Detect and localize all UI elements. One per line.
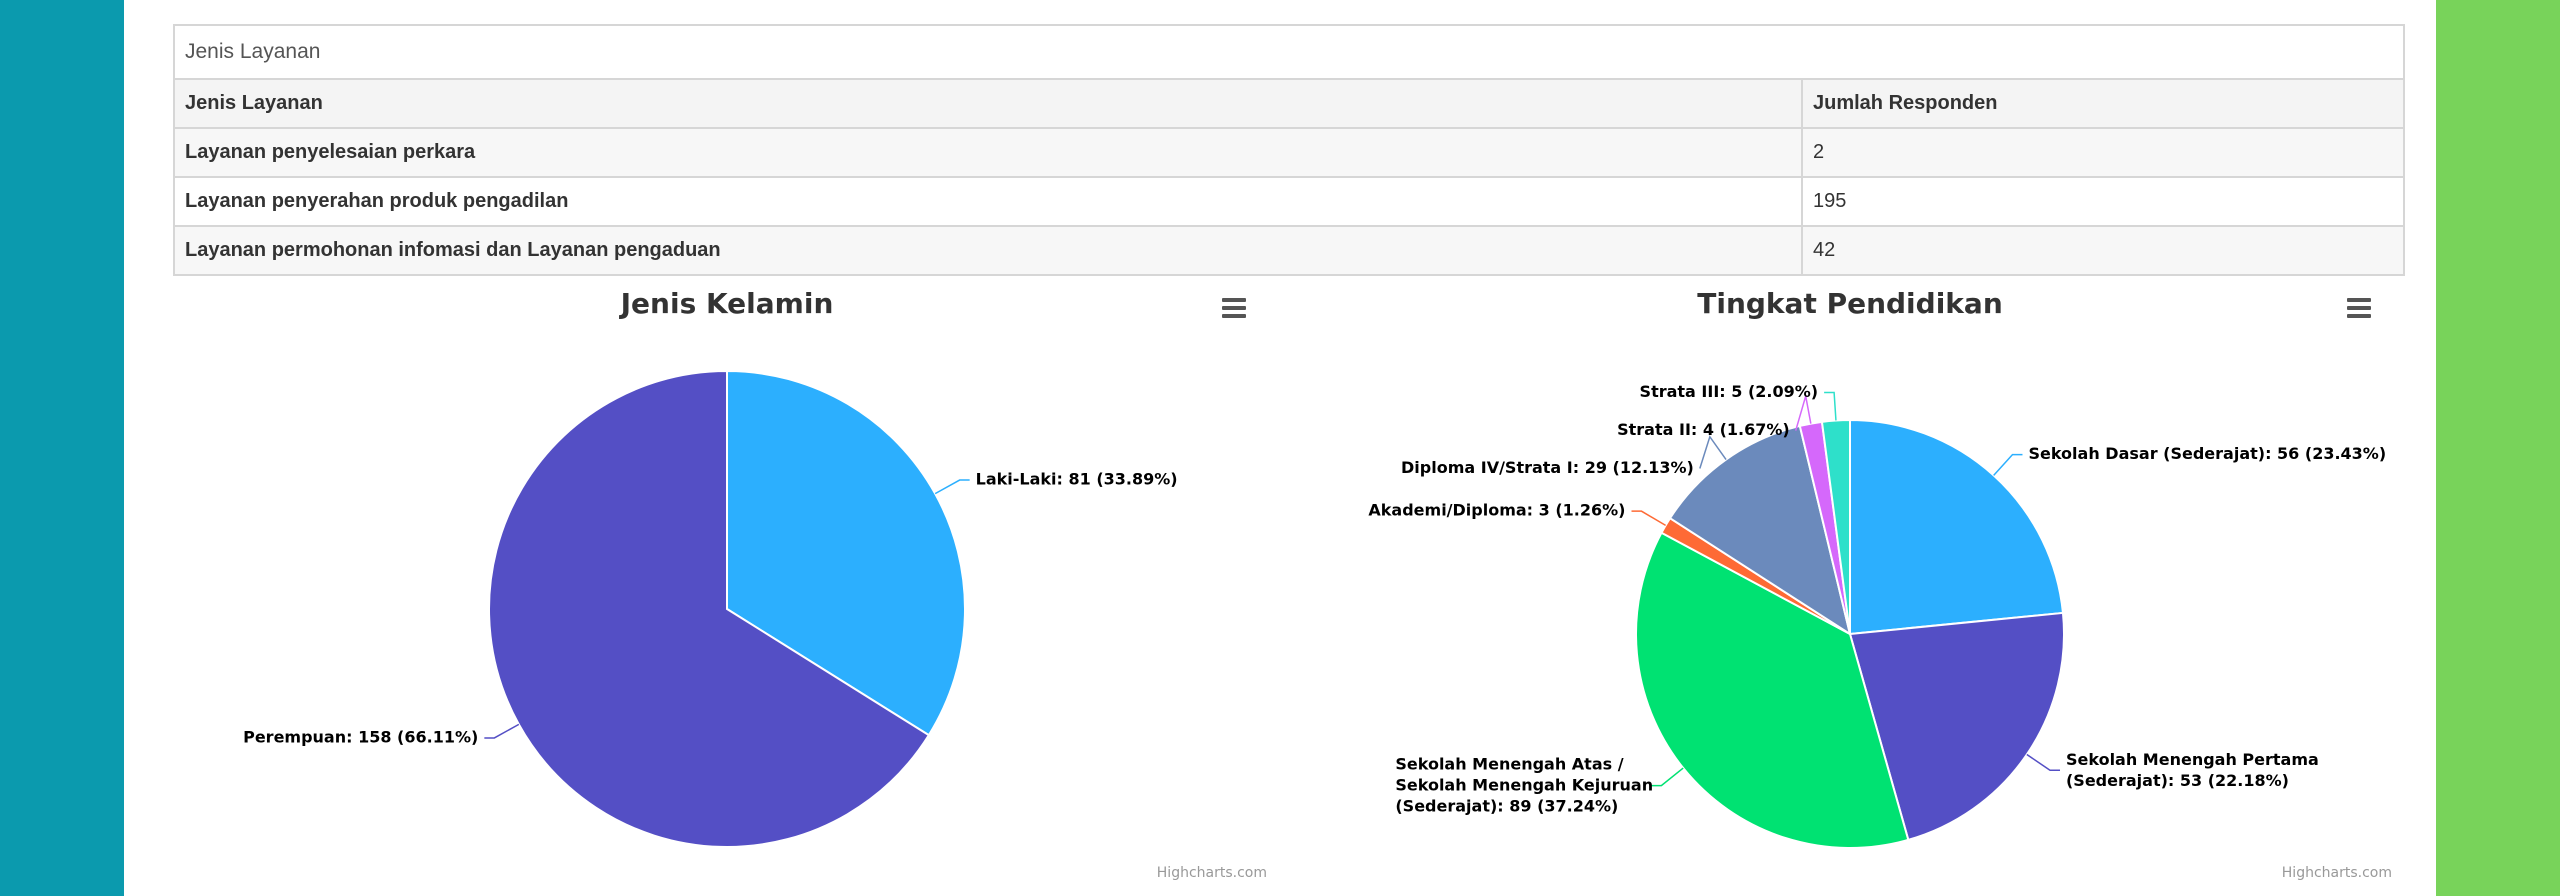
table-row: Layanan penyelesaian perkara 2 [173,127,2405,178]
table-cell: Layanan permohonan infomasi dan Layanan … [173,225,1803,276]
connector [1794,395,1812,431]
data-label: Strata III: 5 (2.09%) [1640,382,1819,401]
table-cell: Layanan penyelesaian perkara [173,127,1803,178]
chart-title: Tingkat Pendidikan [1697,287,2003,320]
data-label: Sekolah Menengah Atas / Sekolah Menengah … [1395,754,1653,815]
menu-icon[interactable] [1222,314,1246,318]
services-table: Jenis Layanan Jenis Layanan Jumlah Respo… [173,24,2405,276]
table-title: Jenis Layanan [173,24,2405,80]
menu-icon[interactable] [1222,298,1246,302]
chart-title: Jenis Kelamin [619,287,834,320]
table-row: Layanan penyerahan produk pengadilan 195 [173,176,2405,227]
menu-icon[interactable] [1222,306,1246,310]
credits: Highcharts.com [2282,865,2392,881]
data-label: Sekolah Dasar (Sederajat): 56 (23.43%) [2028,444,2386,463]
data-label: Sekolah Menengah Pertama (Sederajat): 53 … [2066,749,2319,789]
connector [934,479,970,495]
connector [1993,453,2023,476]
menu-icon[interactable] [2347,314,2371,318]
pie-slice [1848,611,2065,842]
credits: Highcharts.com [1157,865,1267,881]
table-cell: 195 [1801,176,2405,227]
table-row: Layanan permohonan infomasi dan Layanan … [173,225,2405,276]
column-header: Jenis Layanan [173,78,1803,129]
table-cell: 42 [1801,225,2405,276]
column-header: Jumlah Responden [1801,78,2405,129]
connector [1631,510,1666,527]
connector [1651,767,1684,787]
data-label: Laki-Laki: 81 (33.89%) [976,470,1178,489]
background-band [0,0,124,896]
table-cell: 2 [1801,127,2405,178]
connector [1824,391,1837,421]
menu-icon[interactable] [2347,298,2371,302]
connector [484,723,520,739]
background-band [2436,0,2560,896]
data-label: Akademi/Diploma: 3 (1.26%) [1368,501,1625,520]
data-label: Diploma IV/Strata I: 29 (12.13%) [1401,458,1694,477]
pie-slice [726,369,966,737]
connector [1699,435,1727,469]
table-cell: Layanan penyerahan produk pengadilan [173,176,1803,227]
pie-slice [1849,418,2065,636]
data-label: Strata II: 4 (1.67%) [1617,420,1790,439]
pie-slice [1635,531,1910,849]
data-label: Perempuan: 158 (66.11%) [243,727,478,746]
menu-icon[interactable] [2347,306,2371,310]
pie-slice [488,369,931,848]
connector [2026,753,2060,772]
